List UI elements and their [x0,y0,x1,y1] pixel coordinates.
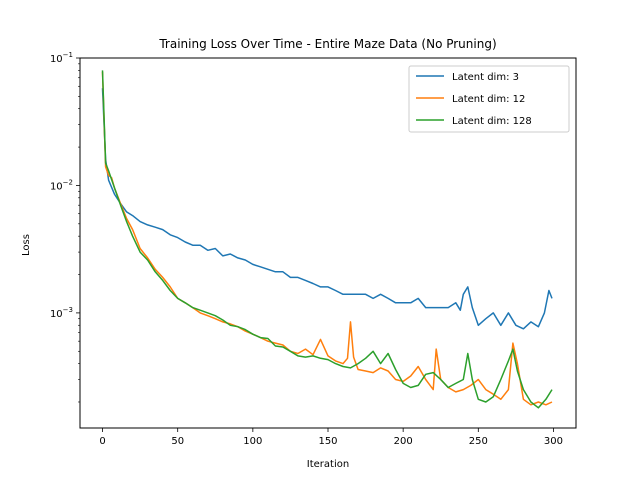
x-tick-label: 50 [171,436,184,447]
legend: Latent dim: 3 Latent dim: 12 Latent dim: 1… [408,65,570,133]
x-tick-label: 0 [99,436,105,447]
x-tick-label: 250 [469,436,488,447]
series-line-1 [101,71,553,406]
series-line-2 [101,70,553,409]
legend-label: Latent dim: 3 [452,72,519,83]
x-tick-label: 100 [243,436,262,447]
legend-label: Latent dim: 12 [452,94,525,105]
y-axis-label: Loss [21,234,32,256]
series-line-0 [101,88,553,330]
x-tick-label: 300 [544,436,563,447]
legend-box [408,65,570,133]
chart-title: Training Loss Over Time - Entire Maze Da… [158,37,496,51]
x-tick-label: 150 [318,436,337,447]
x-axis-label: Iteration [307,459,349,470]
x-tick-label: 200 [394,436,413,447]
legend-label: Latent dim: 128 [452,116,532,127]
plot-area [101,70,553,409]
axes-frame [79,57,577,429]
